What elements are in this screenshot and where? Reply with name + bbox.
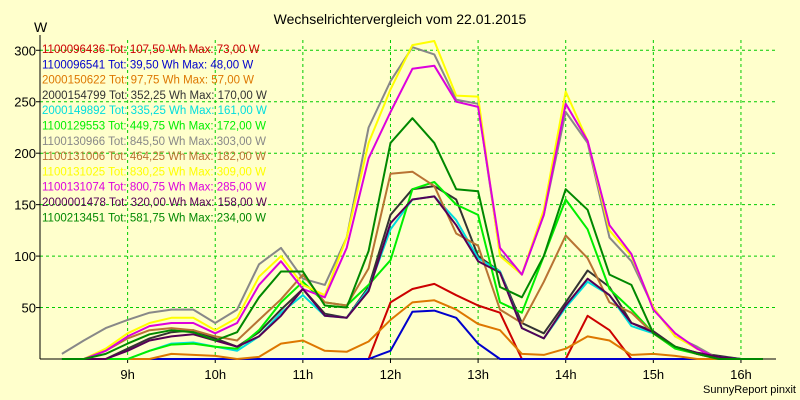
y-tick-label-150: 150 (14, 198, 36, 213)
series-line-1100213451 (61, 117, 763, 360)
y-axis-label: W (34, 19, 48, 35)
legend-entry-1100096436: 1100096436 Tot: 107,50 Wh Max: 73,00 W (42, 44, 260, 56)
series-line-2000001478 (61, 195, 763, 360)
legend-entry-2000149892: 2000149892 Tot: 335,25 Wh Max: 161,00 W (42, 105, 267, 117)
x-tick-label-13h: 13h (467, 367, 489, 382)
x-tick-label-14h: 14h (555, 367, 577, 382)
y-tick-label-100: 100 (14, 249, 36, 264)
x-tick-label-9h: 9h (120, 367, 134, 382)
y-tick-label-50: 50 (22, 301, 36, 316)
legend: 1100096436 Tot: 107,50 Wh Max: 73,00 W 11… (42, 44, 267, 224)
legend-entry-1100129553: 1100129553 Tot: 449,75 Wh Max: 172,00 W (42, 121, 266, 133)
x-tick-label-12h: 12h (380, 367, 402, 382)
tick-labels: 50 100 150 200 250 300 9h 10h 11h 12h 13h 14h 15h 16h (14, 43, 752, 382)
series-lines (61, 40, 763, 360)
legend-entry-1100131006: 1100131006 Tot: 464,25 Wh Max: 182,00 W (42, 151, 266, 163)
x-tick-label-16h: 16h (730, 367, 752, 382)
y-tick-label-250: 250 (14, 95, 36, 110)
legend-entry-2000150622: 2000150622 Tot: 97,75 Wh Max: 57,00 W (42, 75, 254, 87)
series-line-1100131006 (61, 170, 763, 360)
x-tick-label-10h: 10h (204, 367, 226, 382)
series-line-1100131074 (61, 64, 763, 360)
legend-entry-1100096541: 1100096541 Tot: 39,50 Wh Max: 48,00 W (42, 59, 253, 71)
legend-entry-2000001478: 2000001478 Tot: 320,00 Wh Max: 158,00 W (42, 197, 267, 209)
series-line-1100096541 (61, 309, 763, 360)
legend-entry-1100131025: 1100131025 Tot: 830,25 Wh Max: 309,00 W (42, 166, 266, 178)
y-tick-label-200: 200 (14, 146, 36, 161)
legend-entry-1100131074: 1100131074 Tot: 800,75 Wh Max: 285,00 W (42, 182, 266, 194)
legend-entry-1100213451: 1100213451 Tot: 581,75 Wh Max: 234,00 W (42, 212, 266, 224)
legend-entry-1100130966: 1100130966 Tot: 845,50 Wh Max: 303,00 W (42, 136, 266, 148)
x-tick-label-15h: 15h (642, 367, 664, 382)
x-tick-label-11h: 11h (292, 367, 313, 382)
chart-title: Wechselrichtervergleich vom 22.01.2015 (274, 11, 527, 27)
series-line-2000150622 (61, 299, 763, 360)
y-tick-label-300: 300 (14, 43, 36, 58)
footer-credit: SunnyReport pinxit (703, 384, 796, 396)
legend-entry-2000154799: 2000154799 Tot: 352,25 Wh Max: 170,00 W (42, 90, 267, 102)
